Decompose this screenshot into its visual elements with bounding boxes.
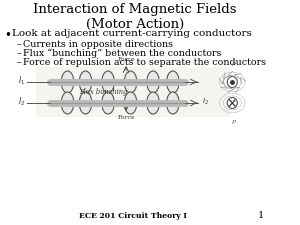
Circle shape (227, 97, 237, 108)
Text: 1: 1 (258, 211, 264, 220)
Circle shape (227, 76, 237, 88)
Text: Force: Force (117, 57, 135, 62)
Text: –: – (16, 49, 21, 58)
Text: p: p (232, 61, 236, 66)
Ellipse shape (61, 71, 74, 93)
Text: Force: Force (117, 115, 135, 120)
Text: –: – (16, 40, 21, 49)
Ellipse shape (167, 92, 179, 114)
Ellipse shape (167, 71, 179, 93)
Ellipse shape (102, 71, 114, 93)
Text: $I_1$: $I_1$ (18, 75, 25, 87)
Text: $I_2$: $I_2$ (18, 96, 25, 108)
Ellipse shape (147, 71, 159, 93)
Text: –: – (16, 58, 21, 67)
Text: Currents in opposite directions: Currents in opposite directions (22, 40, 172, 49)
Text: Force of repulsion acts to separate the conductors: Force of repulsion acts to separate the … (22, 58, 266, 67)
FancyBboxPatch shape (36, 67, 230, 117)
Ellipse shape (61, 92, 74, 114)
Text: p: p (232, 119, 236, 124)
Text: ECE 201 Circuit Theory I: ECE 201 Circuit Theory I (79, 212, 187, 220)
Text: Interaction of Magnetic Fields
(Motor Action): Interaction of Magnetic Fields (Motor Ac… (33, 3, 237, 31)
Ellipse shape (147, 92, 159, 114)
Text: Flux bunching: Flux bunching (80, 88, 128, 97)
Ellipse shape (102, 92, 114, 114)
Text: $I_2$: $I_2$ (202, 97, 208, 107)
Ellipse shape (79, 92, 92, 114)
Ellipse shape (79, 71, 92, 93)
Text: Flux “bunching” between the conductors: Flux “bunching” between the conductors (22, 49, 221, 58)
Ellipse shape (124, 92, 137, 114)
Text: Look at adjacent current-carrying conductors: Look at adjacent current-carrying conduc… (12, 29, 252, 38)
Text: •: • (4, 29, 11, 42)
Ellipse shape (124, 71, 137, 93)
